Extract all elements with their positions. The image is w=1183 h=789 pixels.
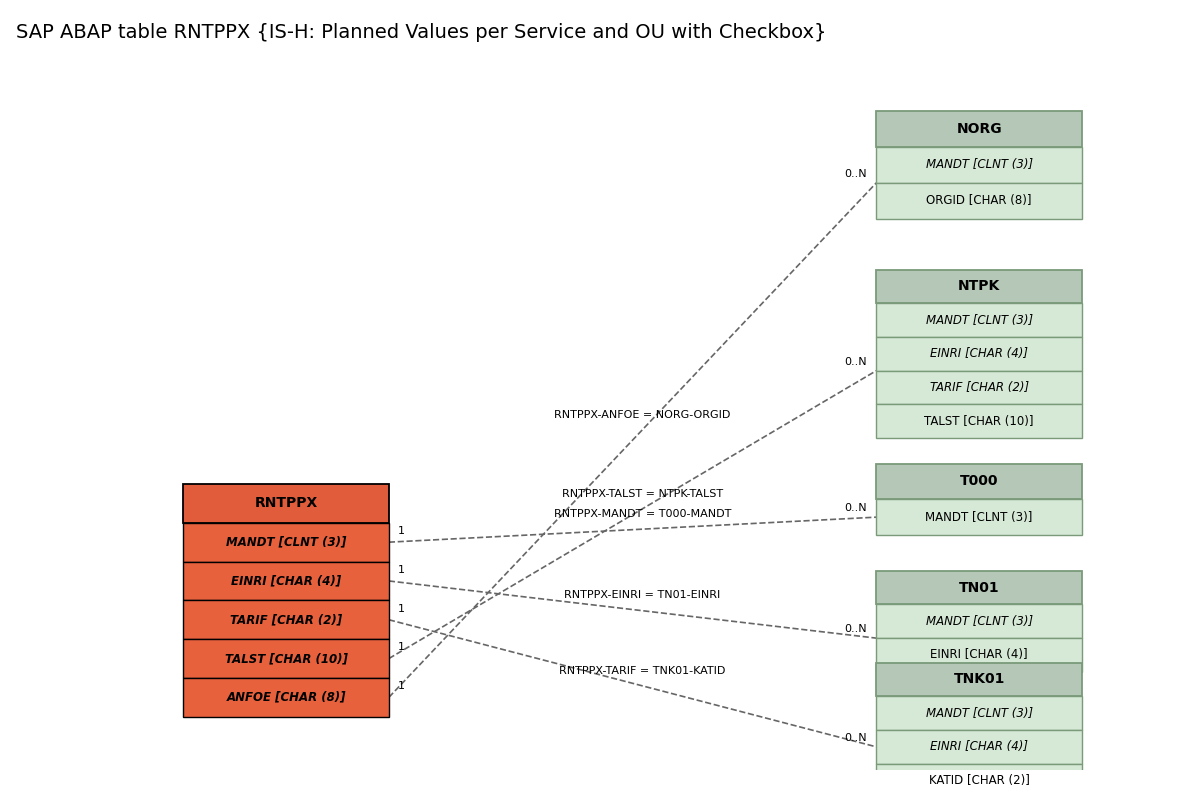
Bar [877,638,1082,671]
Text: 0..N: 0..N [845,733,867,742]
Text: EINRI [CHAR (4)]: EINRI [CHAR (4)] [930,740,1028,753]
Text: TALST [CHAR (10)]: TALST [CHAR (10)] [225,652,348,665]
Bar [877,604,1082,638]
Bar [183,562,389,600]
Text: RNTPPX-TALST = NTPK-TALST: RNTPPX-TALST = NTPK-TALST [562,488,723,499]
Text: RNTPPX-ANFOE = NORG-ORGID: RNTPPX-ANFOE = NORG-ORGID [554,409,731,420]
Text: 0..N: 0..N [845,503,867,513]
Text: RNTPPX: RNTPPX [254,496,318,510]
Text: 0..N: 0..N [845,624,867,634]
Text: TARIF [CHAR (2)]: TARIF [CHAR (2)] [930,381,1029,394]
Text: RNTPPX-TARIF = TNK01-KATID: RNTPPX-TARIF = TNK01-KATID [560,666,725,675]
Text: MANDT [CLNT (3)]: MANDT [CLNT (3)] [925,314,1033,327]
Text: RNTPPX-EINRI = TN01-EINRI: RNTPPX-EINRI = TN01-EINRI [564,590,720,600]
Text: SAP ABAP table RNTPPX {IS-H: Planned Values per Service and OU with Checkbox}: SAP ABAP table RNTPPX {IS-H: Planned Val… [15,23,827,42]
Bar [183,484,389,523]
Text: 1: 1 [399,604,406,614]
Bar [183,600,389,639]
Bar [877,404,1082,438]
Text: MANDT [CLNT (3)]: MANDT [CLNT (3)] [925,615,1033,628]
Bar [877,111,1082,147]
Text: RNTPPX-MANDT = T000-MANDT: RNTPPX-MANDT = T000-MANDT [554,509,731,519]
Bar [877,499,1082,535]
Text: 1: 1 [399,681,406,691]
Bar [877,183,1082,219]
Text: MANDT [CLNT (3)]: MANDT [CLNT (3)] [925,159,1033,171]
Bar [877,570,1082,604]
Text: T000: T000 [959,474,998,488]
Bar [183,678,389,716]
Bar [877,270,1082,303]
Text: MANDT [CLNT (3)]: MANDT [CLNT (3)] [925,707,1033,720]
Text: ORGID [CHAR (8)]: ORGID [CHAR (8)] [926,194,1032,208]
Text: ANFOE [CHAR (8)]: ANFOE [CHAR (8)] [226,691,345,704]
Text: 0..N: 0..N [845,357,867,367]
Bar [877,764,1082,789]
Bar [183,523,389,562]
Text: MANDT [CLNT (3)]: MANDT [CLNT (3)] [226,536,347,548]
Text: EINRI [CHAR (4)]: EINRI [CHAR (4)] [231,574,341,588]
Text: 1: 1 [399,526,406,536]
Text: TN01: TN01 [959,581,1000,595]
Text: EINRI [CHAR (4)]: EINRI [CHAR (4)] [930,649,1028,661]
Bar [183,639,389,678]
Text: TARIF [CHAR (2)]: TARIF [CHAR (2)] [230,613,342,626]
Bar [877,464,1082,499]
Text: KATID [CHAR (2)]: KATID [CHAR (2)] [929,774,1029,787]
Text: EINRI [CHAR (4)]: EINRI [CHAR (4)] [930,347,1028,361]
Text: TALST [CHAR (10)]: TALST [CHAR (10)] [924,415,1034,428]
Bar [877,697,1082,730]
Text: 1: 1 [399,565,406,575]
Text: NTPK: NTPK [958,279,1001,294]
Text: MANDT [CLNT (3)]: MANDT [CLNT (3)] [925,510,1033,524]
Text: TNK01: TNK01 [953,672,1004,686]
Bar [877,730,1082,764]
Bar [877,303,1082,337]
Bar [877,663,1082,697]
Bar [877,337,1082,371]
Text: NORG: NORG [956,122,1002,136]
Bar [877,147,1082,183]
Text: 0..N: 0..N [845,169,867,179]
Text: 1: 1 [399,642,406,653]
Bar [877,371,1082,404]
